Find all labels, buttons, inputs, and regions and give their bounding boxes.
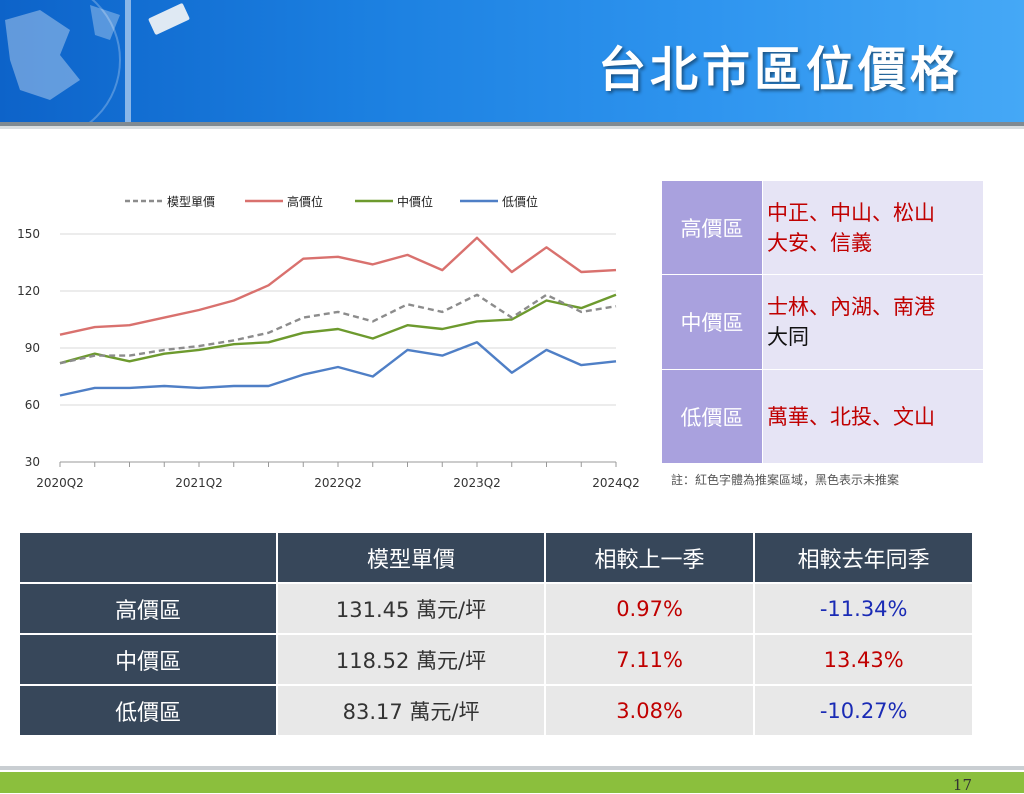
district-line-unlaunched: 大同 — [767, 325, 809, 349]
footer-divider — [0, 766, 1024, 770]
region-row-low: 低價區 萬華、北投、文山 — [661, 369, 984, 464]
table-row: 中價區 118.52 萬元/坪 7.11% 13.43% — [20, 635, 972, 684]
qoq-change-cell: 0.97% — [545, 584, 754, 633]
series-line-1 — [59, 236, 617, 336]
x-tick-label: 2021Q2 — [175, 476, 223, 490]
qoq-change-cell: 7.11% — [545, 635, 754, 684]
price-summary-table: 模型單價 相較上一季 相較去年同季 高價區 131.45 萬元/坪 0.97% … — [18, 531, 974, 737]
yoy-change-cell: 13.43% — [755, 635, 972, 684]
footer-bar — [0, 772, 1024, 793]
header-divider — [0, 122, 1024, 126]
price-trend-chart: 30 60 90 120 150 2020Q2 2021Q2 2022Q2 2023Q2 2024… — [17, 194, 640, 490]
page-title: 台北市區位價格 — [597, 42, 962, 98]
header-divider-light — [0, 126, 1024, 129]
region-districts: 萬華、北投、文山 — [762, 369, 984, 464]
row-header: 中價區 — [20, 635, 277, 684]
region-label: 低價區 — [661, 369, 763, 464]
region-label: 中價區 — [661, 274, 763, 370]
district-line: 大安、信義 — [767, 230, 872, 255]
series-line-3 — [59, 341, 617, 397]
district-line: 萬華、北投、文山 — [767, 404, 935, 429]
model-price-cell: 83.17 萬元/坪 — [278, 686, 544, 735]
column-header: 相較上一季 — [545, 533, 754, 582]
column-header — [20, 533, 277, 582]
x-tick-label: 2020Q2 — [36, 476, 84, 490]
region-districts: 中正、中山、松山 大安、信義 — [762, 180, 984, 275]
y-tick-label: 90 — [25, 341, 40, 355]
y-tick-label: 30 — [25, 455, 40, 469]
column-header: 相較去年同季 — [755, 533, 972, 582]
series-line-2 — [59, 293, 617, 365]
region-districts: 士林、內湖、南港 大同 — [762, 274, 984, 370]
column-header: 模型單價 — [278, 533, 544, 582]
x-tick-label: 2023Q2 — [453, 476, 501, 490]
footnote: 註：紅色字體為推案區域，黑色表示未推案 — [671, 473, 900, 487]
row-header: 高價區 — [20, 584, 277, 633]
region-label: 高價區 — [661, 180, 763, 275]
globe-decoration-icon — [5, 0, 190, 122]
x-tick-label: 2024Q2 — [592, 476, 640, 490]
legend-label: 高價位 — [287, 194, 323, 209]
yoy-change-cell: -10.27% — [755, 686, 972, 735]
legend-label: 低價位 — [502, 194, 538, 209]
y-tick-label: 60 — [25, 398, 40, 412]
model-price-cell: 118.52 萬元/坪 — [278, 635, 544, 684]
legend-label: 模型單價 — [167, 195, 215, 209]
table-header-row: 模型單價 相較上一季 相較去年同季 — [20, 533, 972, 582]
page-number: 17 — [952, 776, 972, 794]
region-row-mid: 中價區 士林、內湖、南港 大同 — [661, 274, 984, 370]
region-classification-table: 高價區 中正、中山、松山 大安、信義 中價區 士林、內湖、南港 大同 低價區 萬… — [661, 180, 984, 464]
header-banner: 台北市區位價格 — [0, 0, 1024, 122]
x-tick-label: 2022Q2 — [314, 476, 362, 490]
yoy-change-cell: -11.34% — [755, 584, 972, 633]
y-tick-label: 150 — [17, 227, 40, 241]
y-tick-label: 120 — [17, 284, 40, 298]
table-row: 高價區 131.45 萬元/坪 0.97% -11.34% — [20, 584, 972, 633]
qoq-change-cell: 3.08% — [545, 686, 754, 735]
table-row: 低價區 83.17 萬元/坪 3.08% -10.27% — [20, 686, 972, 735]
district-line: 士林、內湖、南港 — [767, 295, 935, 319]
row-header: 低價區 — [20, 686, 277, 735]
series-line-0 — [59, 293, 617, 365]
region-row-high: 高價區 中正、中山、松山 大安、信義 — [661, 180, 984, 275]
legend-label: 中價位 — [397, 194, 433, 209]
model-price-cell: 131.45 萬元/坪 — [278, 584, 544, 633]
district-line: 中正、中山、松山 — [767, 200, 935, 225]
